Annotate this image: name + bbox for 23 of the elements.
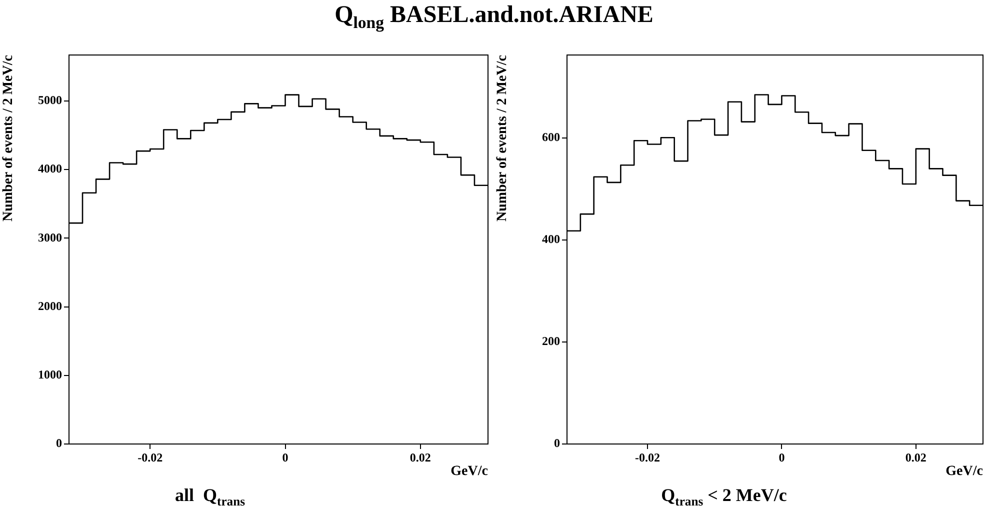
x-tick-label: -0.02 (635, 450, 660, 464)
y-tick-label: 2000 (38, 298, 62, 313)
y-axis-title: Number of events / 2 MeV/c (495, 55, 510, 222)
x-tick-label: 0 (282, 450, 288, 464)
y-axis-title: Number of events / 2 MeV/c (1, 55, 16, 222)
y-tick-label: 4000 (38, 162, 62, 176)
y-tick-label: 0 (56, 436, 62, 450)
y-tick-label: 1000 (38, 367, 62, 382)
chart-title: Q$_{long}$ BASEL.and.not.ARIANE (334, 2, 654, 33)
y-tick-label: 600 (542, 130, 560, 144)
x-tick-label: 0.02 (905, 450, 926, 464)
x-tick-label: -0.02 (138, 450, 163, 464)
y-tick-label: 3000 (38, 230, 62, 244)
x-tick-label: 0 (778, 450, 785, 464)
x-axis-title: GeV/c (946, 464, 983, 480)
x-tick-label: 0.02 (410, 450, 431, 464)
y-tick-label: 0 (554, 436, 560, 450)
y-tick-label: 400 (542, 232, 560, 246)
text: Q$_{trans}$ < 2 MeV/c (661, 485, 787, 510)
text: all Q$_{trans}$ (174, 485, 246, 510)
y-tick-label: 5000 (38, 93, 62, 108)
y-tick-label: 200 (542, 334, 560, 348)
x-axis-title: GeV/c (450, 464, 488, 480)
